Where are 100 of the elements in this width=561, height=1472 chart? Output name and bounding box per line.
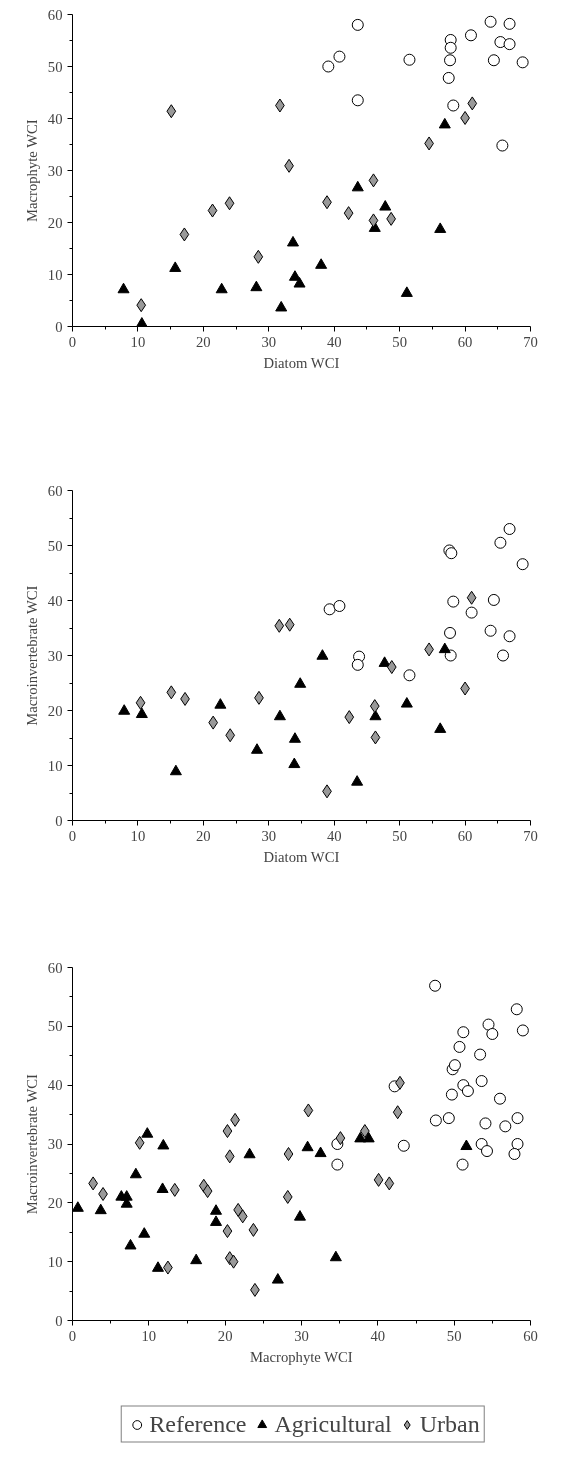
y-tick-label: 20 — [47, 702, 63, 719]
point — [465, 606, 478, 619]
point — [384, 1176, 395, 1191]
point — [460, 1139, 473, 1151]
y-axis-title: Macroinvertebrate WCI — [23, 1073, 40, 1215]
point — [373, 1172, 384, 1187]
x-tick-label: 50 — [392, 827, 407, 844]
y-tick-label: 40 — [47, 110, 63, 127]
point — [503, 38, 516, 51]
point — [475, 1075, 488, 1088]
point — [335, 1131, 346, 1146]
point — [215, 282, 228, 294]
point — [484, 15, 497, 28]
x-axis-title: Macrophyte WCI — [250, 1348, 353, 1365]
point — [284, 617, 295, 632]
point — [222, 1124, 233, 1139]
point — [378, 656, 391, 667]
point — [403, 53, 416, 66]
point — [442, 71, 455, 84]
point — [316, 649, 329, 660]
point — [214, 698, 227, 709]
point — [271, 1273, 284, 1284]
legend-label: Reference — [149, 1410, 247, 1438]
point — [315, 258, 328, 269]
point — [479, 1117, 492, 1130]
x-tick-label: 20 — [217, 1327, 233, 1344]
point — [228, 1254, 239, 1269]
point — [303, 1103, 314, 1118]
point — [210, 1215, 223, 1226]
point — [487, 54, 500, 67]
point — [403, 669, 416, 682]
x-tick-label: 60 — [523, 1327, 538, 1344]
x-tick-label: 30 — [294, 1327, 309, 1344]
point — [400, 697, 413, 708]
x-tick-label: 60 — [457, 827, 473, 844]
point — [448, 1059, 461, 1072]
point — [516, 56, 529, 69]
point — [135, 695, 146, 710]
y-tick-label: 50 — [47, 1018, 63, 1035]
point — [466, 590, 477, 605]
y-axis-title: Macroinvertebrate WCI — [23, 585, 40, 726]
x-axis-title: Diatom WCI — [263, 354, 340, 371]
y-tick-label: 0 — [55, 1312, 63, 1329]
point — [329, 1250, 342, 1262]
point — [445, 1088, 458, 1101]
point — [351, 775, 364, 786]
x-tick-label: 40 — [370, 1327, 386, 1344]
point — [392, 1105, 403, 1120]
point — [138, 1227, 151, 1238]
point — [444, 41, 457, 54]
point — [331, 1158, 344, 1171]
point — [129, 1167, 142, 1179]
point — [288, 732, 301, 743]
point — [274, 618, 285, 633]
y-tick-label: 60 — [47, 959, 63, 976]
x-axis-title: Diatom WCI — [263, 848, 340, 865]
x-tick-label: 70 — [523, 333, 538, 350]
y-tick-label: 30 — [47, 1136, 63, 1152]
point — [487, 593, 500, 606]
point — [210, 1204, 223, 1215]
point — [386, 660, 397, 675]
point — [344, 710, 355, 725]
point — [343, 206, 354, 221]
point — [202, 1184, 213, 1199]
point — [351, 94, 364, 107]
point — [447, 99, 460, 112]
point — [169, 261, 182, 272]
point — [447, 595, 460, 608]
point — [166, 685, 177, 700]
point — [322, 60, 335, 73]
point — [190, 1253, 203, 1265]
x-tick-label: 50 — [392, 333, 407, 350]
point — [474, 1048, 487, 1061]
point — [511, 1138, 524, 1150]
y-tick-label: 40 — [47, 592, 63, 609]
point — [250, 280, 263, 292]
point — [136, 298, 147, 313]
point — [516, 558, 529, 571]
point — [293, 277, 306, 288]
point — [118, 704, 131, 715]
point — [499, 1120, 512, 1133]
x-tick-label: 0 — [68, 333, 77, 350]
point — [464, 29, 477, 42]
x-tick-label: 20 — [196, 333, 211, 350]
point — [486, 1027, 499, 1040]
point — [461, 1085, 474, 1098]
point — [169, 1182, 180, 1197]
x-tick-label: 40 — [326, 827, 342, 844]
x-tick-label: 60 — [457, 333, 473, 350]
point — [323, 603, 336, 616]
point — [493, 1092, 506, 1105]
point — [288, 270, 301, 281]
point — [368, 173, 379, 188]
point — [429, 1114, 442, 1127]
x-tick-label: 20 — [196, 827, 211, 844]
point — [362, 1131, 375, 1143]
point — [444, 626, 457, 639]
point — [117, 282, 130, 294]
y-tick-label: 50 — [47, 537, 63, 554]
point — [286, 235, 299, 247]
